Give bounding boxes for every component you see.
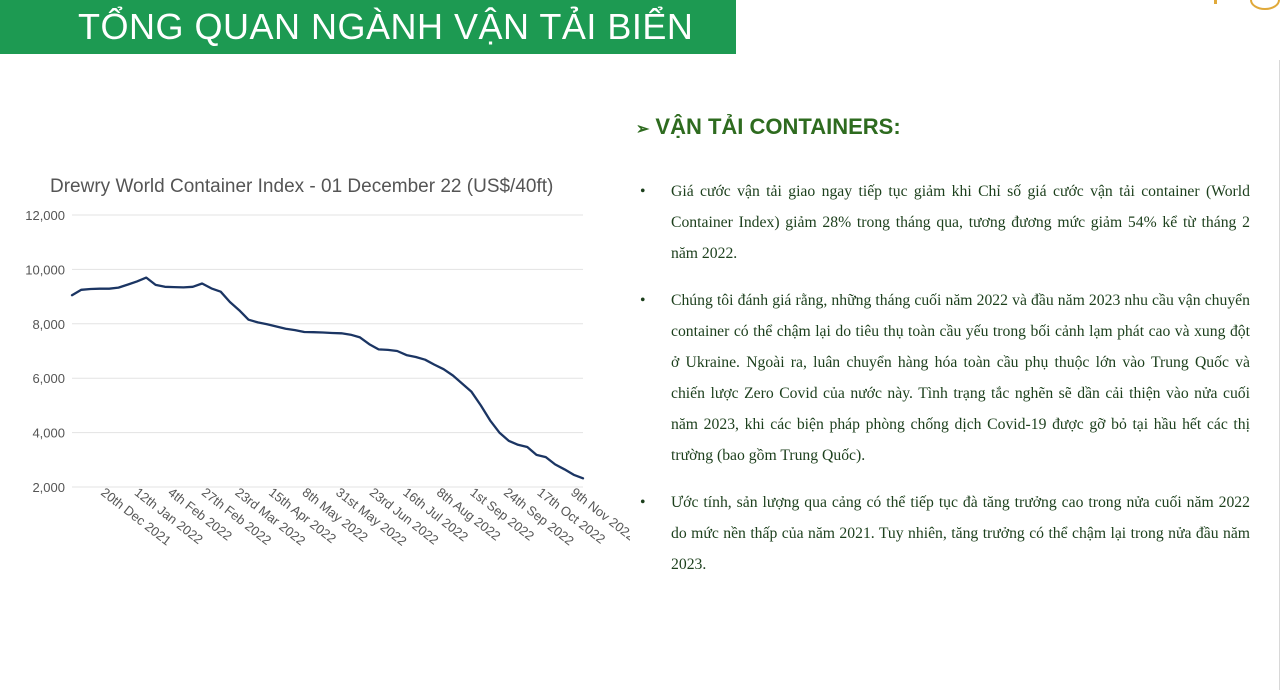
- bullet-text: Chúng tôi đánh giá rằng, những tháng cuố…: [671, 292, 1250, 464]
- y-tick-label: 4,000: [32, 426, 65, 441]
- chart-title: Drewry World Container Index - 01 Decemb…: [50, 176, 554, 197]
- arrow-bullet-icon: ➢: [636, 121, 650, 138]
- bullet-text: Giá cước vận tải giao ngay tiếp tục giảm…: [671, 183, 1250, 262]
- series-line: [70, 276, 585, 480]
- y-tick-label: 8,000: [32, 317, 65, 332]
- bullet-item: • Chúng tôi đánh giá rằng, những tháng c…: [640, 285, 1250, 471]
- bullet-dot-icon: •: [640, 292, 646, 309]
- section-title: ➢ VẬN TẢI CONTAINERS:: [636, 114, 901, 140]
- bullet-text: Ước tính, sản lượng qua cảng có thể tiếp…: [671, 494, 1250, 573]
- page-title: TỔNG QUAN NGÀNH VẬN TẢI BIỂN: [78, 6, 694, 47]
- bullet-list: • Giá cước vận tải giao ngay tiếp tục gi…: [640, 176, 1250, 596]
- y-tick-label: 12,000: [25, 208, 65, 223]
- logo-emblem: [1250, 0, 1280, 10]
- bullet-item: • Ước tính, sản lượng qua cảng có thể ti…: [640, 487, 1250, 580]
- chart: 2,000 4,000 6,000 8,000 10,000 12,000 20th Dec…: [0, 170, 630, 560]
- title-bar: TỔNG QUAN NGÀNH VẬN TẢI BIỂN: [0, 0, 736, 54]
- bullet-dot-icon: •: [640, 183, 646, 200]
- section-title-text: VẬN TẢI CONTAINERS:: [655, 114, 901, 139]
- bullet-dot-icon: •: [640, 494, 646, 511]
- y-tick-label: 2,000: [32, 480, 65, 495]
- y-tick-label: 10,000: [25, 262, 65, 277]
- logo-mark: [1214, 0, 1217, 4]
- y-tick-label: 6,000: [32, 371, 65, 386]
- logo: [1214, 0, 1280, 10]
- bullet-item: • Giá cước vận tải giao ngay tiếp tục gi…: [640, 176, 1250, 269]
